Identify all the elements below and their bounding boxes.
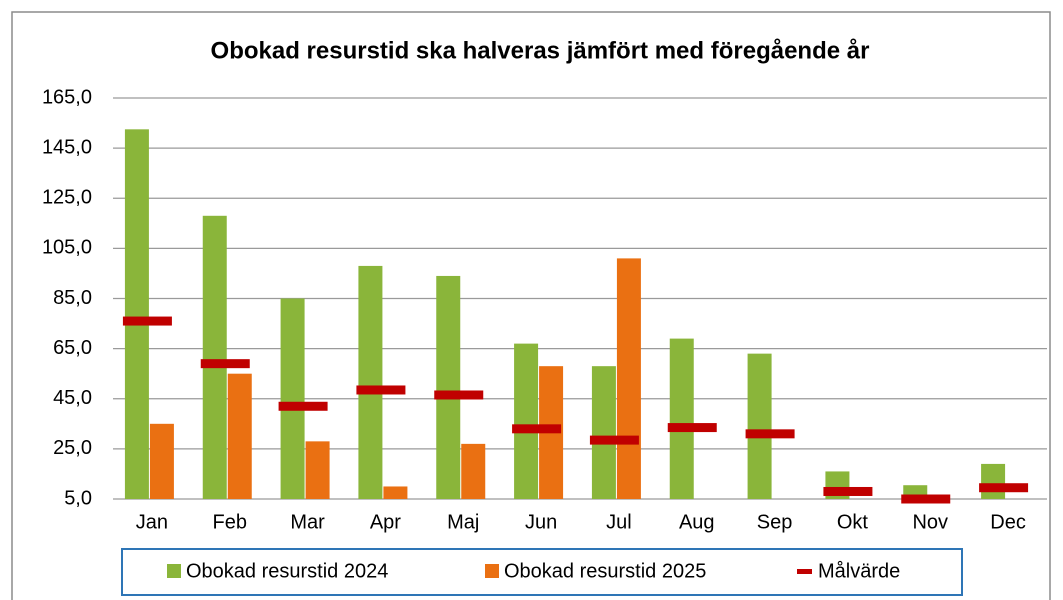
target-marker: [122, 316, 172, 326]
target-marker: [901, 494, 951, 504]
bar: [383, 486, 408, 499]
legend-swatch: [167, 564, 181, 578]
x-tick-label: Jul: [606, 511, 632, 533]
bar: [591, 366, 616, 499]
legend-label: Obokad resurstid 2024: [186, 560, 388, 582]
x-tick-label: Aug: [679, 511, 715, 533]
bar: [202, 215, 227, 499]
legend-label: Målvärde: [818, 560, 900, 582]
x-tick-label: Okt: [837, 511, 869, 533]
target-marker: [278, 401, 328, 411]
target-marker: [979, 483, 1029, 493]
bar: [981, 463, 1006, 499]
bar: [149, 423, 174, 499]
bar: [514, 343, 539, 499]
legend-box: [121, 548, 963, 596]
bar: [669, 338, 694, 499]
legend-swatch: [485, 564, 499, 578]
x-tick-label: Jan: [136, 511, 168, 533]
chart-frame: [11, 11, 1051, 600]
legend-swatch: [797, 569, 812, 574]
target-marker: [512, 424, 562, 434]
target-marker: [745, 429, 795, 439]
x-tick-label: Jun: [525, 511, 557, 533]
chart-title: Obokad resurstid ska halveras jämfört me…: [211, 37, 870, 64]
y-tick-label: 105,0: [42, 237, 92, 259]
x-tick-label: Nov: [912, 511, 948, 533]
target-marker: [823, 486, 873, 496]
target-marker: [589, 435, 639, 445]
x-tick-label: Sep: [757, 511, 793, 533]
y-tick-label: 145,0: [42, 136, 92, 158]
bar: [305, 441, 330, 499]
x-tick-label: Maj: [447, 511, 479, 533]
bar: [461, 443, 486, 499]
y-tick-label: 25,0: [53, 437, 92, 459]
y-tick-label: 85,0: [53, 287, 92, 309]
y-tick-label: 5,0: [64, 487, 92, 509]
bar: [280, 298, 305, 499]
bar: [227, 373, 252, 499]
y-tick-label: 65,0: [53, 337, 92, 359]
bar: [124, 129, 149, 499]
x-tick-label: Apr: [370, 511, 401, 533]
target-marker: [667, 423, 717, 433]
y-tick-label: 165,0: [42, 86, 92, 108]
x-tick-label: Dec: [990, 511, 1026, 533]
x-tick-label: Feb: [213, 511, 247, 533]
x-tick-label: Mar: [290, 511, 325, 533]
target-marker: [356, 385, 406, 395]
y-tick-label: 45,0: [53, 387, 92, 409]
bar: [358, 265, 383, 499]
bar: [436, 275, 461, 499]
bar: [747, 353, 772, 499]
target-marker: [434, 390, 484, 400]
legend-label: Obokad resurstid 2025: [504, 560, 706, 582]
bar: [616, 258, 641, 499]
y-tick-label: 125,0: [42, 187, 92, 209]
target-marker: [200, 359, 250, 369]
